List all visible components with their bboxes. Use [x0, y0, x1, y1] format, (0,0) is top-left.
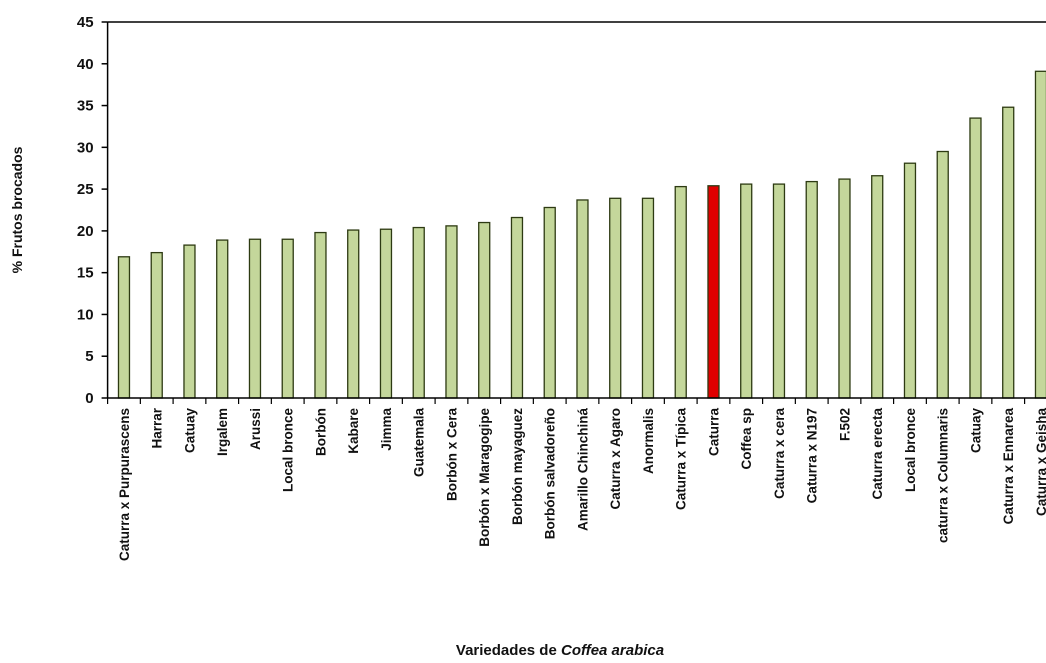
y-tick-label: 25 — [77, 181, 94, 198]
x-tick-label: Irgalem — [215, 408, 230, 456]
bar — [772, 183, 786, 399]
bar — [641, 197, 655, 399]
x-tick-label: Caturra x N197 — [805, 408, 820, 503]
bar — [969, 117, 982, 399]
bar — [347, 229, 360, 399]
bar — [117, 256, 131, 399]
bar — [314, 231, 327, 399]
y-tick-label: 40 — [77, 56, 94, 73]
y-tick-label: 30 — [77, 139, 94, 156]
bar — [1002, 106, 1015, 399]
x-tick-label: F.502 — [837, 408, 852, 441]
x-tick-label: Amarillo Chinchiná — [575, 408, 590, 532]
bar — [478, 221, 491, 399]
x-tick-label: Caturra erecta — [870, 408, 885, 500]
bar — [576, 199, 589, 399]
bar — [936, 150, 949, 399]
x-tick-label: Catuay — [182, 408, 197, 454]
x-tick-label: caturra x Columnaris — [936, 408, 951, 543]
bar — [248, 238, 262, 399]
y-tick-label: 20 — [77, 223, 94, 240]
x-tick-label: Borbón x Cera — [444, 408, 459, 502]
x-tick-label: Borbón mayaguez — [510, 408, 525, 525]
x-tick-label: Local bronce — [903, 408, 918, 493]
x-tick-label: Caturra x Purpurascens — [117, 408, 132, 561]
x-tick-label: Anormalis — [641, 408, 656, 474]
bar — [740, 183, 753, 399]
x-tick-label: Guatemala — [412, 408, 427, 478]
x-tick-label: Kabare — [346, 408, 361, 454]
x-tick-label: Borbón salvadoreño — [543, 408, 558, 539]
bar — [838, 178, 851, 399]
y-tick-label: 35 — [77, 98, 94, 115]
bar — [871, 175, 884, 399]
bar — [183, 244, 196, 399]
x-tick-label: Borbón — [313, 408, 328, 456]
bar — [903, 162, 917, 399]
bar — [674, 185, 687, 399]
x-tick-label: Jimma — [379, 408, 394, 451]
bar — [510, 216, 524, 399]
y-tick-label: 45 — [77, 14, 94, 31]
x-tick-label: Borbón x Maragogipe — [477, 408, 492, 547]
bar — [805, 180, 818, 399]
y-tick-label: 10 — [77, 306, 94, 323]
x-tick-label: Caturra x Típica — [674, 408, 689, 511]
x-axis-label-italic: Coffea arabica — [561, 642, 664, 659]
y-axis-label: % Frutos brocados — [9, 146, 25, 273]
x-tick-label: Caturra x Agaro — [608, 408, 623, 510]
x-tick-label: Local bronce — [281, 408, 296, 493]
bar — [1034, 70, 1046, 399]
bar — [445, 225, 458, 399]
bar — [609, 197, 622, 399]
y-tick-label: 0 — [85, 390, 93, 407]
bar — [379, 228, 393, 399]
bar — [707, 185, 720, 399]
x-tick-label: Caturra x Geisha — [1034, 408, 1046, 517]
y-tick-label: 15 — [77, 265, 94, 282]
bar — [412, 226, 425, 399]
x-tick-label: Catuay — [968, 408, 983, 454]
x-tick-label: Caturra x Ennarea — [1001, 408, 1016, 525]
bar — [281, 238, 294, 399]
x-tick-label: Harrar — [150, 407, 165, 448]
x-axis-label-text: Variedades de — [456, 642, 557, 659]
bar — [216, 239, 229, 399]
bar — [543, 206, 556, 399]
x-tick-label: Caturra x cera — [772, 408, 787, 499]
x-tick-label: Coffea sp — [739, 408, 754, 470]
y-tick-label: 5 — [85, 348, 93, 365]
bar — [150, 251, 163, 399]
x-tick-label: Arussi — [248, 408, 263, 450]
x-axis-label: Variedades de Coffea arabica — [456, 642, 664, 659]
x-tick-label: Caturra — [706, 408, 721, 457]
